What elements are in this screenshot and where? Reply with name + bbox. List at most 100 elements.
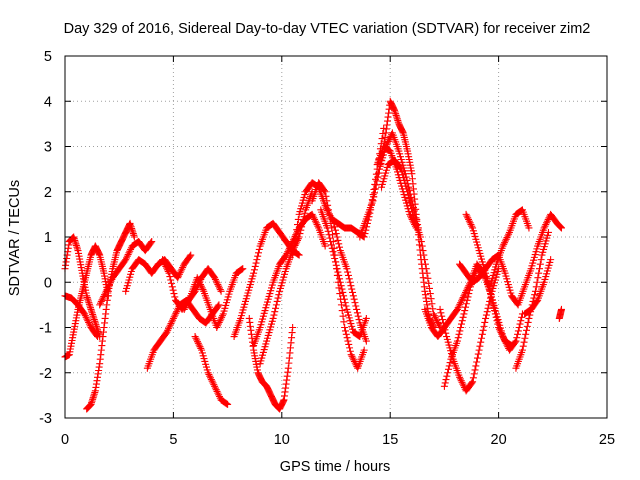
data-point (348, 352, 356, 360)
data-point (294, 235, 302, 243)
data-point (182, 302, 190, 310)
series-t28 (512, 228, 552, 372)
data-point (348, 285, 356, 293)
data-point (163, 266, 171, 274)
series-t29 (521, 256, 555, 318)
data-point (321, 188, 329, 196)
data-point (467, 221, 475, 229)
data-point (484, 279, 492, 287)
data-point (349, 354, 357, 362)
data-point (270, 311, 278, 319)
data-point (511, 338, 519, 346)
data-point (478, 334, 486, 342)
data-point (525, 314, 533, 322)
data-point (105, 282, 113, 290)
y-tick-label: 4 (44, 94, 52, 110)
data-point (537, 256, 545, 264)
data-point (126, 247, 134, 255)
data-point (81, 312, 89, 320)
data-point (516, 320, 524, 328)
data-point (421, 256, 429, 264)
data-point (184, 297, 192, 305)
x-tick-label: 10 (274, 432, 290, 448)
data-point (457, 377, 465, 385)
data-point (433, 317, 441, 325)
y-tick-label: 5 (44, 49, 52, 65)
data-point (503, 234, 511, 242)
data-point (410, 219, 418, 227)
data-point (323, 205, 331, 213)
data-point (172, 309, 180, 317)
data-point (96, 301, 104, 309)
data-point (308, 210, 316, 218)
data-point (481, 318, 489, 326)
data-point (84, 317, 92, 325)
data-point (462, 210, 470, 218)
data-point (186, 294, 194, 302)
data-point (216, 317, 224, 325)
data-point (456, 373, 464, 381)
data-point (300, 213, 308, 221)
data-point (446, 359, 454, 367)
data-point (375, 169, 383, 177)
data-point (454, 334, 462, 342)
data-point (284, 248, 292, 256)
data-point (341, 299, 349, 307)
data-point (412, 224, 420, 232)
data-point (217, 287, 225, 295)
data-point (459, 313, 467, 321)
data-point (147, 239, 155, 247)
data-point (93, 331, 101, 339)
data-point (525, 224, 533, 232)
data-point (523, 326, 531, 334)
data-point (125, 249, 133, 257)
data-point (541, 222, 549, 230)
data-point (345, 275, 353, 283)
data-point (180, 305, 188, 313)
data-point (440, 322, 448, 330)
data-point (535, 269, 543, 277)
data-point (326, 234, 334, 242)
data-point (500, 240, 508, 248)
series-t10 (191, 333, 232, 408)
data-point (455, 302, 463, 310)
data-point (462, 303, 470, 311)
data-point (97, 299, 105, 307)
data-point (353, 309, 361, 317)
data-point (107, 277, 115, 285)
data-point (299, 216, 307, 224)
data-point (491, 310, 499, 318)
data-point (335, 271, 343, 279)
data-point (199, 286, 207, 294)
data-point (336, 290, 344, 298)
series-t12 (245, 314, 297, 413)
data-point (214, 322, 222, 330)
data-point (411, 221, 419, 229)
data-point (294, 250, 302, 258)
data-point (489, 300, 497, 308)
data-point (520, 338, 528, 346)
data-point (295, 251, 303, 259)
data-point (381, 133, 389, 141)
data-point (198, 284, 206, 292)
data-point (470, 370, 478, 378)
data-point (330, 251, 338, 259)
data-point (161, 261, 169, 269)
data-point (252, 259, 260, 267)
data-point (312, 219, 320, 227)
x-tick-label: 25 (599, 432, 615, 448)
data-point (340, 292, 348, 300)
data-point (406, 198, 414, 206)
data-point (349, 292, 357, 300)
data-point (326, 215, 334, 223)
data-point (322, 192, 330, 200)
data-point (325, 231, 333, 239)
data-point (238, 265, 246, 273)
data-point (337, 282, 345, 290)
data-point (458, 317, 466, 325)
data-point (272, 301, 280, 309)
data-point (192, 334, 200, 342)
data-point (217, 315, 225, 323)
data-point (311, 215, 319, 223)
data-point (543, 217, 551, 225)
